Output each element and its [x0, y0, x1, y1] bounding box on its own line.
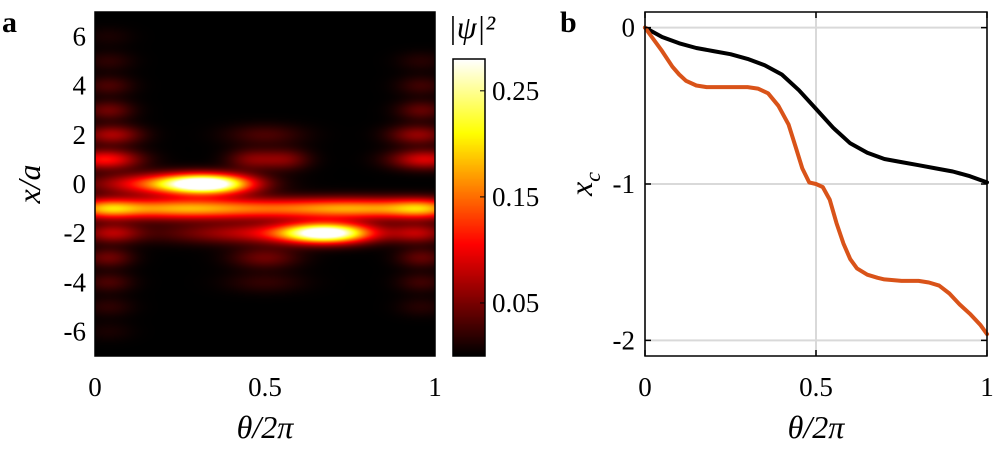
line-series-1	[643, 25, 989, 185]
colorbar-gradient	[453, 59, 485, 356]
colorbar	[452, 58, 486, 357]
line-xtick-label: 0	[638, 372, 652, 402]
heatmap-image	[95, 12, 435, 356]
panel-b-letter: b	[560, 6, 577, 39]
heatmap-ytick-label: 4	[73, 71, 87, 101]
heatmap-ytick-label: -6	[64, 316, 87, 346]
line-ylabel-main: x	[563, 182, 599, 197]
heatmap-xlabel: θ/2π	[237, 409, 295, 445]
line-ylabel: xc	[563, 172, 605, 197]
heatmap-ytick-label: 6	[73, 22, 87, 52]
colorbar-frame	[452, 58, 486, 357]
line-series-2	[643, 25, 989, 337]
line-chart-tick-labels: 0-1-20 0.5 1	[613, 12, 994, 402]
line-ylabel-sub: c	[580, 172, 605, 182]
heatmap-xtick-label: 0	[88, 372, 102, 402]
heatmap-ytick-label: -4	[64, 267, 87, 297]
heatmap-ytick-label: 0	[73, 169, 87, 199]
line-xtick-label: 1	[980, 372, 994, 402]
line-ytick-label: -1	[613, 169, 636, 199]
line-ytick-label: 0	[622, 13, 636, 43]
heatmap-xtick-label: 0.5	[248, 372, 282, 402]
heatmap-ylabel: x/a	[11, 164, 47, 204]
heatmap-ytick-label: 2	[73, 120, 87, 150]
line-xlabel: θ/2π	[788, 409, 846, 445]
heatmap-plot	[94, 11, 436, 357]
heatmap-xtick-label: 1	[428, 372, 442, 402]
heatmap-frame	[94, 11, 436, 357]
line-ytick-label: -2	[613, 325, 636, 355]
heatmap-ytick-label: -2	[64, 218, 87, 248]
colorbar-tick-label: 0.05	[492, 288, 539, 318]
line-chart-series	[643, 25, 989, 337]
colorbar-tick-label: 0.15	[492, 182, 539, 212]
colorbar-tick-labels: 0.25 0.15 0.05	[480, 76, 539, 318]
colorbar-label: |ψ|²	[448, 9, 496, 45]
line-xtick-label: 0.5	[799, 372, 833, 402]
colorbar-tick-label: 0.25	[492, 76, 539, 106]
panel-a-letter: a	[2, 6, 17, 39]
